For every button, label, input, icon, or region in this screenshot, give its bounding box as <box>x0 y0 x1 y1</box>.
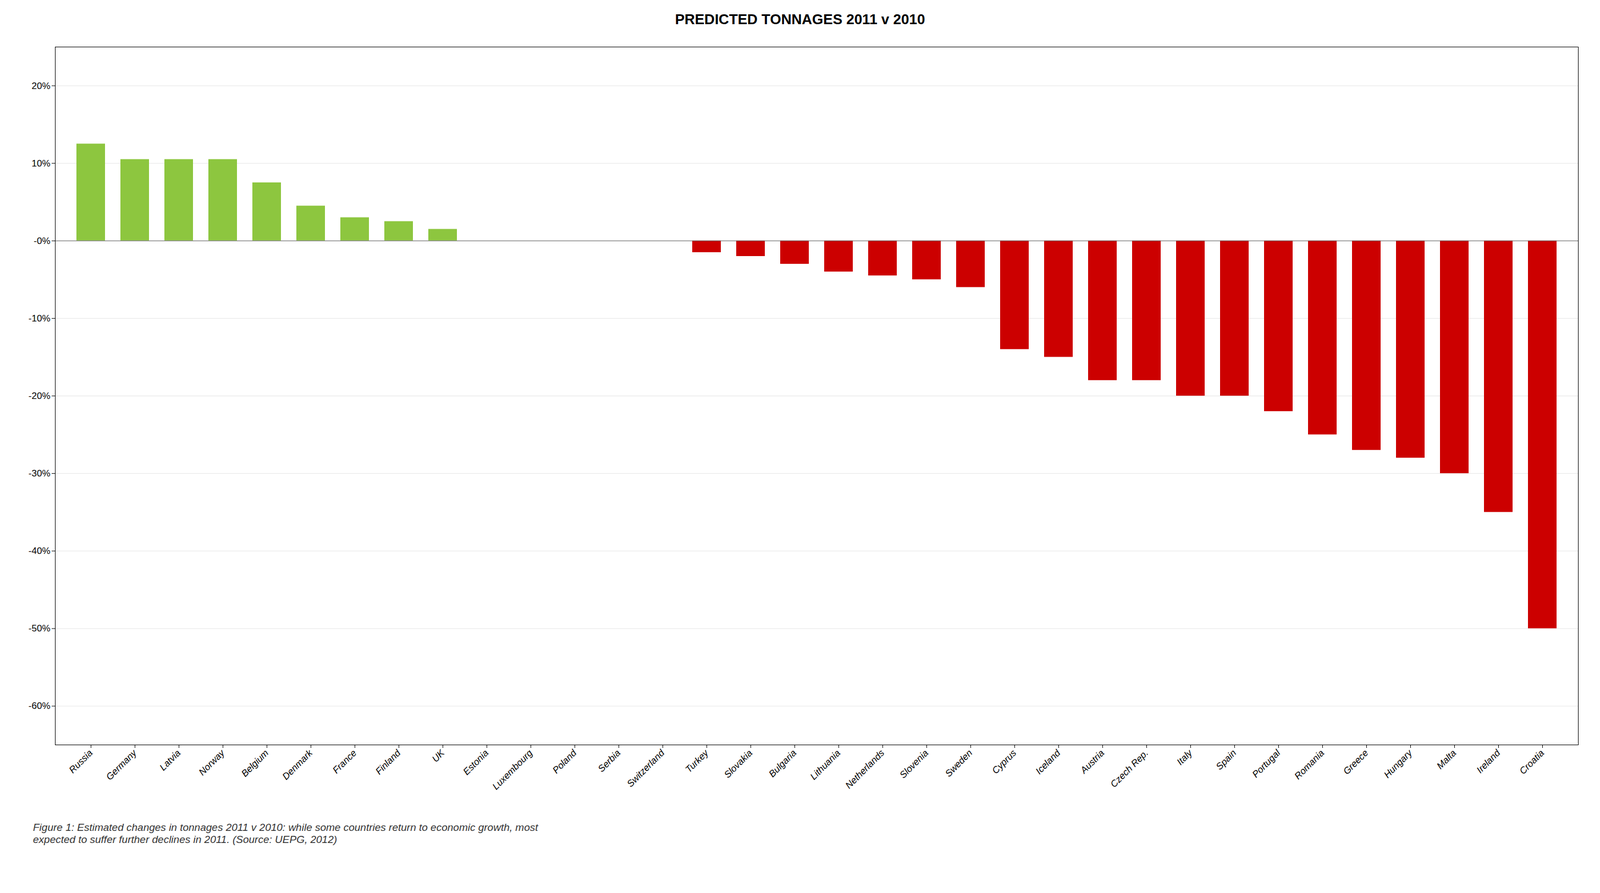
svg-text:Norway: Norway <box>196 747 228 779</box>
svg-text:Germany: Germany <box>103 747 140 783</box>
svg-text:Austria: Austria <box>1078 748 1107 777</box>
svg-text:Russia: Russia <box>67 748 95 776</box>
svg-text:UK: UK <box>429 747 448 765</box>
svg-text:Hungary: Hungary <box>1381 747 1415 781</box>
svg-text:Poland: Poland <box>550 747 579 776</box>
svg-text:Estonia: Estonia <box>461 748 491 779</box>
svg-text:Cyprus: Cyprus <box>990 747 1019 777</box>
svg-text:Portugal: Portugal <box>1250 747 1283 781</box>
svg-text:Belgium: Belgium <box>239 748 271 780</box>
svg-text:Bulgaria: Bulgaria <box>767 748 799 781</box>
svg-text:Turkey: Turkey <box>683 747 711 776</box>
svg-text:Netherlands: Netherlands <box>843 747 887 792</box>
svg-text:Finland: Finland <box>373 747 403 777</box>
html-text:Figure 1: Estimated changes in: Figure 1: Estimated changes in tonnages … <box>32 821 539 846</box>
svg-text:Luxembourg: Luxembourg <box>490 747 535 793</box>
svg-text:Latvia: Latvia <box>157 748 184 774</box>
svg-text:-10%: -10% <box>28 313 51 324</box>
svg-text:Slovenia: Slovenia <box>897 748 931 782</box>
svg-text:Czech Rep.: Czech Rep. <box>1108 748 1151 791</box>
svg-text:Malta: Malta <box>1434 748 1459 772</box>
svg-text:Switzerland: Switzerland <box>625 747 667 790</box>
svg-text:10%: 10% <box>31 158 51 169</box>
svg-text:Croatia: Croatia <box>1517 748 1547 777</box>
svg-text:Serbia: Serbia <box>596 748 623 775</box>
svg-text:Slovakia: Slovakia <box>721 748 755 781</box>
svg-text:Greece: Greece <box>1341 748 1371 778</box>
svg-text:Denmark: Denmark <box>280 747 316 783</box>
svg-text:-20%: -20% <box>28 390 51 402</box>
svg-text:France: France <box>330 748 359 777</box>
svg-text:Spain: Spain <box>1214 748 1239 773</box>
svg-text:Romania: Romania <box>1292 748 1327 783</box>
svg-text:-60%: -60% <box>28 701 51 712</box>
svg-text:Italy: Italy <box>1174 747 1196 769</box>
svg-text:-0%: -0% <box>33 235 51 247</box>
svg-text:-50%: -50% <box>28 623 51 634</box>
svg-text:-40%: -40% <box>28 545 51 557</box>
svg-text:20%: 20% <box>31 80 51 91</box>
svg-text:Sweden: Sweden <box>942 748 975 780</box>
svg-text:Iceland: Iceland <box>1033 747 1063 777</box>
svg-text:Ireland: Ireland <box>1474 747 1503 776</box>
svg-text:Lithuania: Lithuania <box>808 748 843 783</box>
html-text:PREDICTED TONNAGES 2011 v 2010: PREDICTED TONNAGES 2011 v 2010 <box>674 10 926 28</box>
svg-text:-30%: -30% <box>28 468 51 479</box>
